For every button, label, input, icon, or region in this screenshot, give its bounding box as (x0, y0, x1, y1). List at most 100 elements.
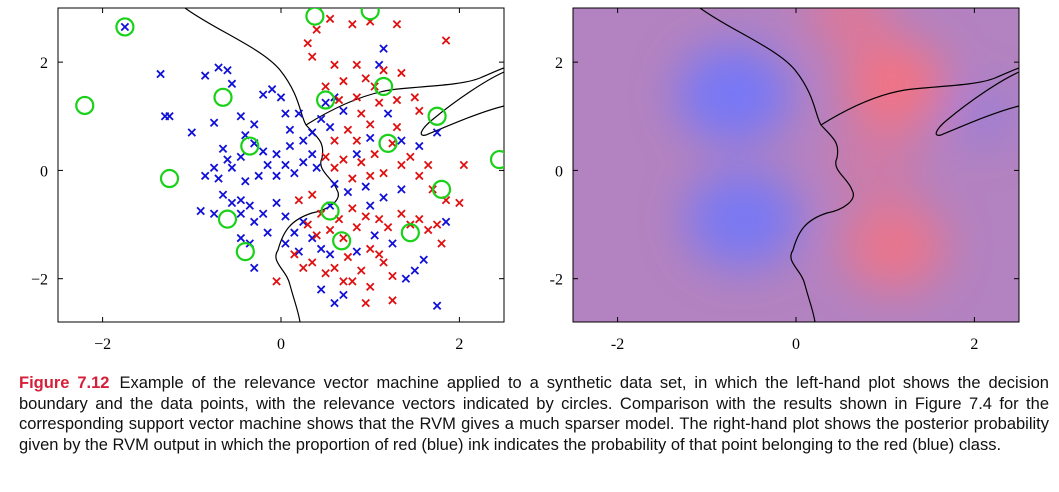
y-tick-label: -2 (550, 272, 563, 289)
blue-data-point (200, 71, 210, 80)
relevance-vector-circle (235, 242, 255, 262)
red-data-point (365, 244, 375, 254)
red-data-point (352, 136, 362, 145)
blue-data-point (250, 217, 259, 227)
red-data-point (290, 250, 299, 259)
blue-data-point (330, 298, 339, 308)
blue-data-point (241, 177, 250, 186)
relevance-vector-circle (316, 90, 336, 110)
red-data-point (397, 160, 406, 170)
red-data-point (348, 174, 357, 183)
figure-area: −2 0 2 −2 0 2 -2 0 2 -2 0 2 (31, 7, 1020, 353)
red-data-point (321, 152, 330, 162)
caption-text: Example of the relevance vector machine … (19, 374, 1049, 454)
decision-boundary-loop (420, 71, 504, 136)
red-data-point (365, 120, 375, 129)
blue-data-point (401, 274, 411, 283)
blue-data-point (276, 93, 286, 102)
blue-data-point (254, 171, 263, 181)
blue-data-point (307, 149, 317, 159)
blue-data-point (209, 118, 219, 128)
blue-data-point (263, 160, 272, 170)
blue-data-point (258, 90, 268, 99)
red-data-point (348, 20, 357, 29)
red-data-point (383, 223, 393, 232)
blue-data-point (187, 128, 197, 137)
blue-data-point (330, 179, 339, 189)
relevance-vector-circle (213, 87, 233, 107)
red-data-point (343, 252, 353, 262)
posterior-boundary-loop (935, 71, 1019, 136)
red-data-point (339, 233, 348, 243)
blue-data-point (365, 201, 375, 210)
blue-data-point (312, 163, 321, 172)
red-data-point (357, 158, 366, 167)
blue-data-point (432, 301, 442, 310)
relevance-vector-circle (360, 8, 380, 21)
red-data-point (330, 263, 339, 273)
red-data-point (321, 269, 330, 278)
red-data-point (294, 195, 304, 205)
y-tick-label: 2 (40, 55, 48, 72)
red-data-point (410, 93, 420, 102)
blue-data-point (290, 228, 299, 237)
blue-data-point (200, 171, 210, 181)
blue-data-point (245, 201, 255, 210)
blue-data-point (227, 79, 237, 89)
blue-data-point (419, 255, 428, 264)
blue-data-point (272, 149, 281, 159)
red-data-point (299, 263, 308, 273)
posterior-heatmap (677, 8, 1019, 291)
red-data-point (343, 125, 353, 135)
red-data-point (307, 190, 317, 200)
left-axes-ticks: −2 0 2 −2 0 2 (31, 8, 504, 353)
relevance-vector-circle (431, 179, 452, 199)
blue-data-point (120, 22, 130, 32)
figure-plots: −2 0 2 −2 0 2 -2 0 2 -2 0 2 (31, 7, 1020, 353)
red-data-point (361, 74, 370, 83)
left-scatter-plot: −2 0 2 −2 0 2 (31, 7, 505, 353)
blue-data-point (299, 158, 308, 167)
blue-data-point (272, 171, 281, 181)
red-data-point (339, 277, 348, 286)
blue-data-point (218, 190, 228, 200)
red-data-point (432, 220, 442, 229)
x-tick-label: 0 (792, 336, 800, 353)
blue-data-point (316, 114, 326, 124)
red-data-point (397, 209, 406, 218)
red-data-point (459, 160, 469, 170)
red-data-point (370, 149, 379, 159)
red-data-point (303, 38, 312, 48)
blue-data-point (307, 128, 317, 137)
blue-data-point (250, 263, 259, 273)
red-data-point (330, 136, 339, 145)
blue-probability-region (686, 170, 799, 269)
blue-probability-region (677, 45, 790, 144)
blue-data-point (214, 63, 223, 72)
blue-data-point (410, 266, 420, 275)
blue-data-point (397, 185, 406, 194)
red-data-point (330, 163, 339, 172)
blue-data-point (397, 136, 406, 145)
blue-data-point (383, 109, 393, 118)
blue-data-point (218, 144, 228, 153)
red-data-point (325, 14, 335, 24)
red-data-point (330, 60, 339, 70)
red-data-point (348, 277, 357, 286)
right-plot-background (573, 8, 1019, 322)
red-data-point (397, 68, 406, 78)
blue-data-point (236, 112, 246, 121)
blue-data-point (379, 193, 388, 202)
y-tick-label: −2 (31, 272, 48, 289)
red-data-point (388, 271, 397, 281)
blue-data-point (316, 285, 326, 294)
blue-data-point (321, 98, 330, 107)
blue-data-point (432, 128, 442, 137)
red-data-point (352, 93, 362, 102)
blue-data-point (415, 141, 424, 151)
blue-data-point (223, 155, 232, 164)
red-data-point (272, 277, 281, 286)
blue-data-point (263, 228, 272, 237)
blue-data-point (370, 231, 379, 240)
blue-data-point (316, 244, 326, 254)
